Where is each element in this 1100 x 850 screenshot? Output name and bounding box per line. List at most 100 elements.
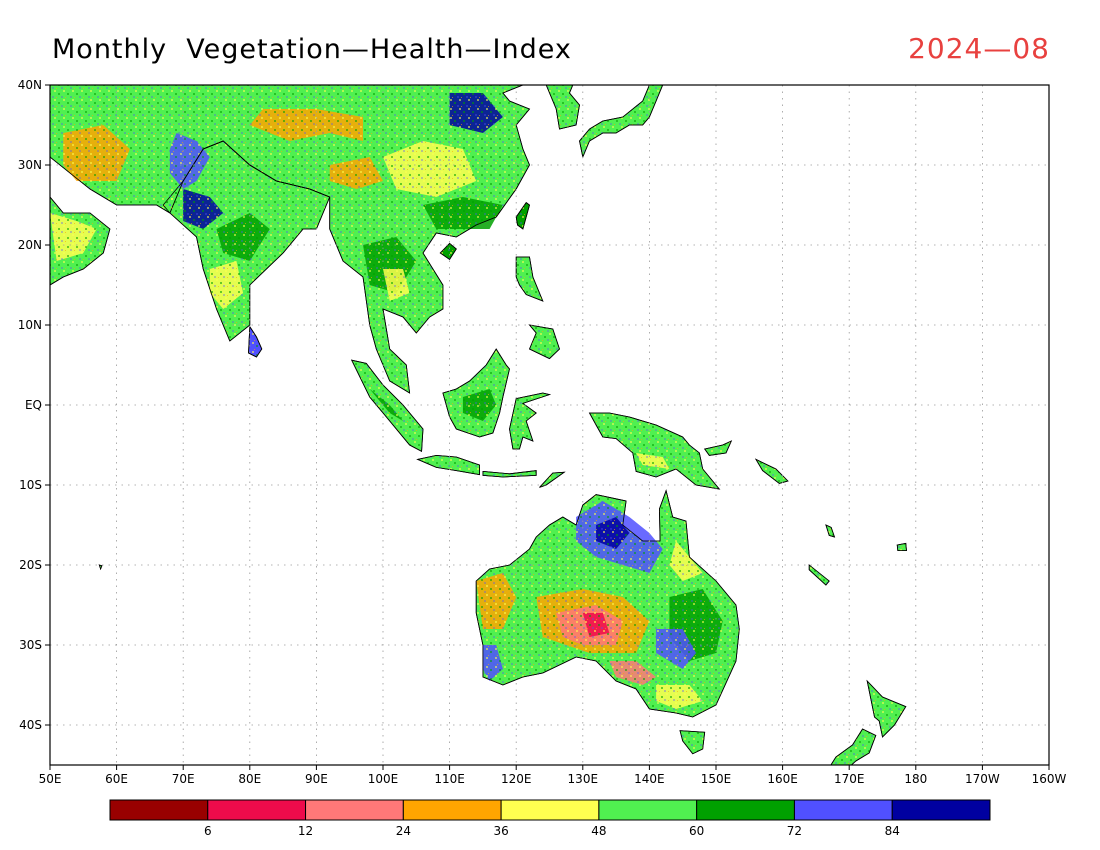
x-tick-label: 160W	[1032, 772, 1067, 786]
colorbar-label: 72	[787, 824, 802, 838]
colorbar-label: 84	[885, 824, 900, 838]
texture-new-guinea	[589, 413, 720, 489]
y-tick-label: 20S	[19, 558, 42, 572]
coast-fiji	[896, 542, 907, 551]
colorbar-label: 12	[298, 824, 313, 838]
coast-arabia	[50, 196, 111, 286]
coast-mauritius	[98, 564, 103, 571]
x-tick-label: 80E	[238, 772, 261, 786]
y-tick-label: 30N	[18, 158, 42, 172]
texture-japan	[579, 85, 663, 157]
coast-nz-south	[830, 728, 877, 765]
texture-hainan	[440, 243, 457, 260]
texture-borneo	[442, 349, 510, 437]
y-tick-label: 30S	[19, 638, 42, 652]
coast-new-guinea	[588, 412, 721, 490]
texture-asia-mainland	[50, 85, 530, 393]
coast-philippines-luzon	[515, 256, 544, 302]
coast-sulawesi	[509, 392, 551, 450]
y-tick-label: 10S	[19, 478, 42, 492]
coast-timor	[539, 471, 566, 488]
texture-new-britain	[704, 441, 732, 456]
colorbar-label: 24	[396, 824, 411, 838]
coast-tasmania	[679, 730, 706, 755]
colorbar-swatch	[207, 799, 307, 821]
texture-timor	[539, 472, 565, 488]
coast-nz-north	[866, 679, 907, 738]
colorbar-swatch	[793, 799, 893, 821]
texture-philippines-luzon	[516, 257, 543, 301]
texture-nz-north	[867, 681, 906, 737]
x-tick-label: 180	[904, 772, 927, 786]
texture-korea	[546, 85, 580, 129]
colorbar-swatch	[402, 799, 502, 821]
texture-sumatra	[351, 360, 423, 452]
coast-java	[416, 454, 481, 476]
colorbar-label: 48	[591, 824, 606, 838]
x-tick-label: 120E	[501, 772, 532, 786]
x-tick-label: 100E	[368, 772, 399, 786]
land-madagascar-tip	[50, 522, 51, 537]
colorbar-label: 36	[493, 824, 508, 838]
x-tick-label: 170W	[965, 772, 1000, 786]
texture-nz-south	[830, 729, 876, 765]
coast-australia	[475, 489, 740, 718]
x-tick-label: 130E	[568, 772, 599, 786]
coast-solomons	[754, 458, 789, 484]
coast-philippines-south	[528, 324, 560, 360]
map-date: 2024—08	[908, 32, 1050, 65]
coast-korea	[545, 85, 580, 130]
coast-sri-lanka	[248, 325, 263, 358]
land-hokkaido	[649, 42, 686, 73]
texture-australia	[476, 490, 740, 717]
texture-tasmania	[680, 730, 705, 754]
coast-taiwan	[515, 202, 530, 230]
y-tick-label: 20N	[18, 238, 42, 252]
land-layer	[45, 42, 907, 765]
texture-fiji	[897, 543, 907, 551]
coast-borneo	[442, 348, 510, 438]
colorbar: 6 12 24 36 48 60 72 84	[109, 799, 991, 838]
x-tick-label: 90E	[305, 772, 328, 786]
y-tick-label: 40S	[19, 718, 42, 732]
colorbar-swatch	[891, 799, 991, 821]
texture-vanuatu	[825, 525, 835, 537]
coast-hainan	[439, 242, 457, 260]
colorbar-label: 6	[204, 824, 212, 838]
texture-philippines-south	[529, 325, 560, 359]
coast-asia-mainland	[50, 85, 531, 394]
texture-sri-lanka	[248, 326, 262, 357]
coast-hokkaido	[649, 42, 686, 73]
texture-taiwan	[516, 202, 530, 229]
colorbar-swatch	[109, 799, 209, 821]
plot-frame	[49, 84, 1050, 766]
x-tick-label: 140E	[634, 772, 665, 786]
x-tick-label: 50E	[39, 772, 62, 786]
grid-layer	[50, 85, 1049, 765]
colorbar-swatch	[598, 799, 698, 821]
texture-madagascar-tip	[45, 501, 50, 537]
y-tick-label: EQ	[25, 398, 42, 412]
coast-new-britain	[704, 440, 733, 456]
colorbar-swatch	[696, 799, 795, 821]
y-tick-label: 40N	[18, 78, 42, 92]
x-tick-label: 150E	[701, 772, 732, 786]
coast-madagascar-tip	[50, 522, 51, 537]
x-tick-label: 110E	[434, 772, 465, 786]
texture-sulawesi	[509, 393, 550, 449]
coast-sumatra	[350, 359, 424, 453]
map-title: Monthly Vegetation—Health—Index	[52, 34, 572, 65]
x-tick-label: 160E	[767, 772, 798, 786]
coast-japan	[579, 85, 664, 159]
texture-india	[163, 141, 330, 341]
texture-hokkaido	[649, 42, 686, 73]
coast-new-caledonia	[808, 564, 830, 586]
texture-java	[417, 455, 480, 475]
axis-labels: 50E 60E 70E 80E 90E 100E 110E 120E 130E 140E 150E 1…	[18, 78, 1067, 786]
texture-solomons	[756, 459, 788, 484]
x-tick-label: 60E	[105, 772, 128, 786]
colorbar-label: 60	[689, 824, 704, 838]
texture-arabia	[50, 197, 110, 285]
